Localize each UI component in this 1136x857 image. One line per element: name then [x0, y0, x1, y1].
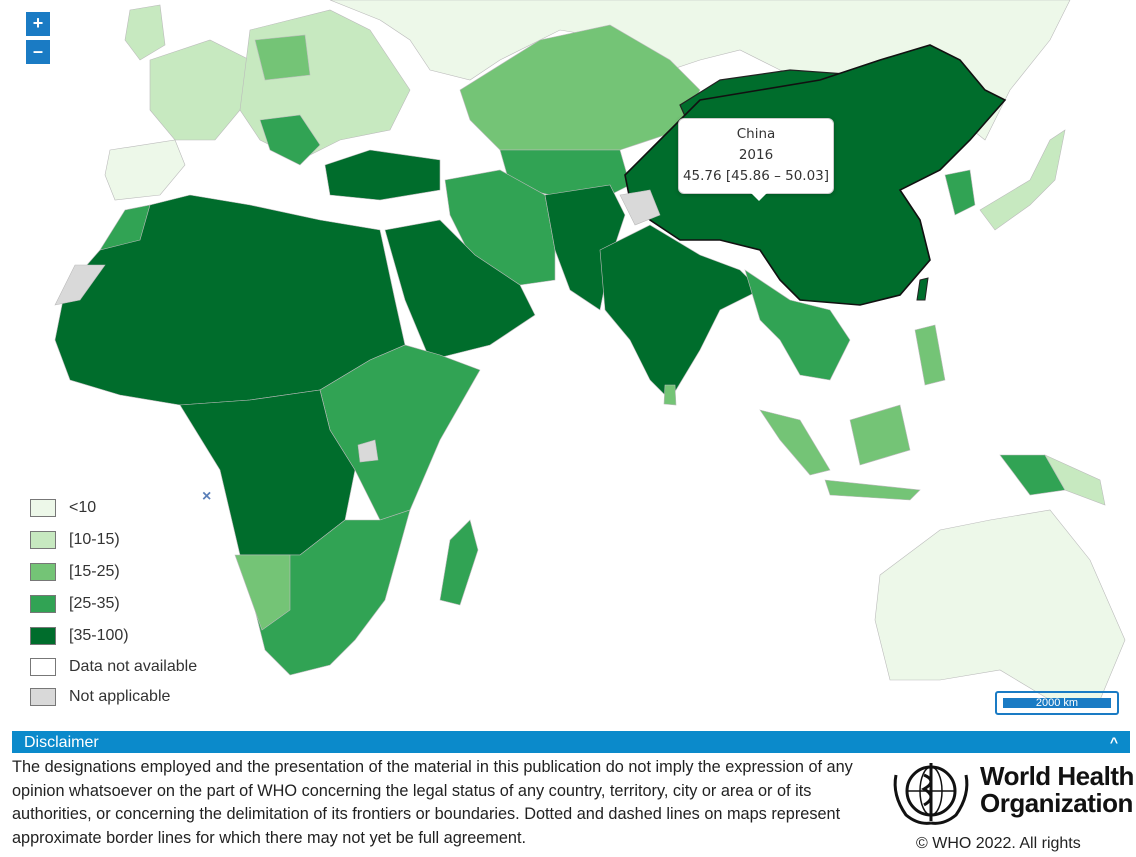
region-arabian-peninsula[interactable]	[384, 219, 536, 361]
region-sri-lanka[interactable]	[663, 384, 677, 406]
legend-swatch	[30, 595, 56, 613]
region-png-east[interactable]	[1044, 454, 1106, 506]
region-iberia[interactable]	[104, 139, 186, 201]
tooltip-country: China	[736, 126, 776, 142]
legend-item: [25-35)	[30, 588, 197, 620]
legend-label: [10-15)	[69, 531, 120, 548]
copyright: © WHO 2022. All rights	[916, 835, 1081, 852]
region-kashmir[interactable]	[619, 189, 661, 226]
legend-swatch	[30, 688, 56, 706]
region-indonesia[interactable]	[759, 404, 921, 501]
region-korea[interactable]	[944, 169, 976, 216]
region-japan[interactable]	[979, 129, 1066, 231]
who-emblem-icon	[893, 763, 969, 825]
disclaimer-title: Disclaimer	[24, 734, 99, 751]
disclaimer-text: The designations employed and the presen…	[12, 758, 853, 847]
legend-item: [15-25)	[30, 556, 197, 588]
legend-swatch	[30, 658, 56, 676]
region-namibia[interactable]	[234, 554, 291, 631]
region-balkans[interactable]	[259, 114, 321, 166]
region-philippines[interactable]	[914, 324, 946, 386]
legend-item: Data not available	[30, 652, 197, 682]
legend-item: [35-100)	[30, 620, 197, 652]
map-canvas[interactable]	[0, 0, 1136, 728]
legend-item: <10	[30, 492, 197, 524]
region-southern-africa[interactable]	[239, 509, 411, 676]
region-northern-eurasia[interactable]	[329, 0, 1071, 141]
disclaimer-header[interactable]: Disclaimer ^	[12, 731, 1130, 753]
region-western-sahara[interactable]	[54, 264, 106, 306]
region-morocco[interactable]	[99, 204, 151, 251]
legend-label: [15-25)	[69, 563, 120, 580]
legend-label: Not applicable	[69, 688, 171, 705]
who-logo-line2: Organization	[980, 788, 1133, 818]
legend-item: Not applicable	[30, 682, 197, 712]
map-view[interactable]: + – China 2016 45.76 [45.86 – 50.03] × <…	[0, 0, 1136, 728]
map-tooltip: China 2016 45.76 [45.86 – 50.03]	[678, 118, 834, 201]
scale-bar: 2000 km	[995, 691, 1119, 715]
legend-swatch	[30, 499, 56, 517]
region-western-europe[interactable]	[149, 39, 251, 141]
region-uganda-kenya[interactable]	[357, 439, 379, 463]
region-india[interactable]	[599, 224, 761, 401]
tooltip-year: 2016	[738, 147, 774, 163]
region-uk[interactable]	[124, 4, 166, 61]
legend-label: <10	[69, 499, 97, 516]
region-central-europe[interactable]	[239, 9, 411, 161]
region-taiwan[interactable]	[916, 277, 929, 301]
legend-swatch	[30, 627, 56, 645]
legend-label: [25-35)	[69, 595, 120, 612]
scale-label: 2000 km	[1003, 698, 1111, 709]
region-australia[interactable]	[874, 509, 1126, 701]
region-central-africa[interactable]	[179, 389, 356, 556]
zoom-out-button[interactable]: –	[26, 40, 50, 64]
zoom-in-button[interactable]: +	[26, 12, 50, 36]
who-logo-line1: World Health	[980, 761, 1134, 791]
map-legend: <10 [10-15) [15-25) [25-35) [35-100) Dat…	[30, 492, 197, 712]
who-logo-text: World Health Organization	[980, 763, 1134, 817]
legend-item: [10-15)	[30, 524, 197, 556]
region-turkey[interactable]	[324, 149, 441, 201]
close-icon[interactable]: ×	[202, 488, 212, 505]
legend-label: Data not available	[69, 658, 198, 675]
legend-swatch	[30, 531, 56, 549]
region-madagascar[interactable]	[439, 519, 479, 606]
region-poland[interactable]	[254, 34, 311, 81]
collapse-caret-icon[interactable]: ^	[1109, 734, 1118, 750]
legend-label: [35-100)	[69, 627, 129, 644]
tooltip-value: 45.76 [45.86 – 50.03]	[682, 168, 830, 184]
region-mainland-se-asia[interactable]	[744, 269, 851, 381]
legend-swatch	[30, 563, 56, 581]
